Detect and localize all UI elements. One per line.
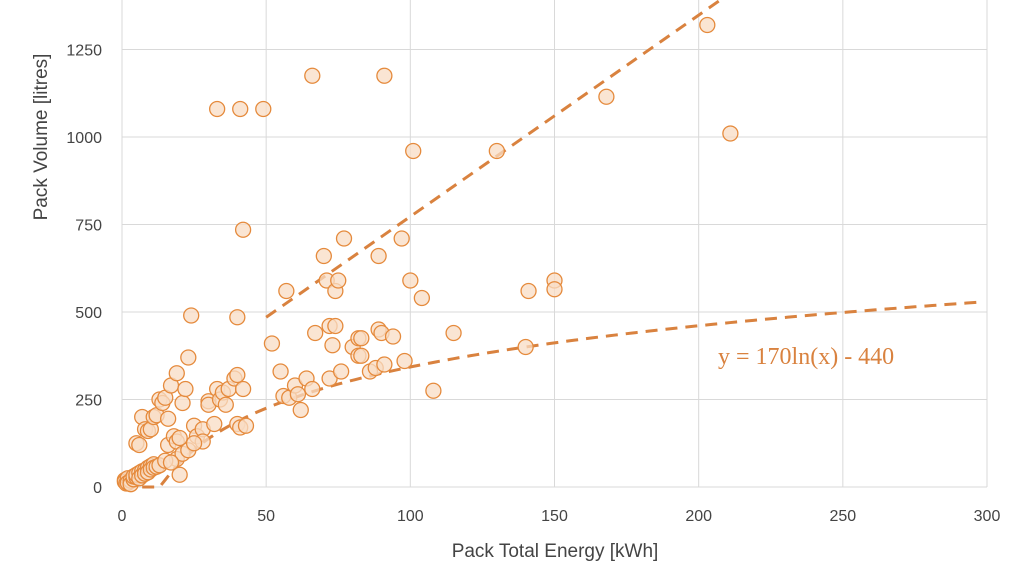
data-point — [217, 396, 234, 413]
data-point — [353, 330, 370, 347]
y-tick-1250: 1250 — [66, 43, 102, 60]
x-tick-250: 250 — [829, 508, 856, 525]
data-point — [546, 281, 563, 298]
data-point — [255, 100, 272, 118]
data-point — [370, 247, 387, 265]
data-point — [376, 356, 393, 373]
data-point — [234, 380, 252, 398]
y-tick-750: 750 — [75, 218, 102, 235]
data-point — [177, 380, 194, 398]
data-point — [168, 365, 185, 382]
data-point — [174, 394, 191, 412]
upper-trendline — [265, 0, 723, 319]
data-point — [229, 309, 246, 326]
data-point — [229, 366, 246, 384]
trendline-equation: y = 170ln(x) - 440 — [718, 344, 894, 370]
gridlines — [121, 0, 988, 488]
data-point — [393, 230, 410, 247]
x-tick-100: 100 — [397, 508, 424, 525]
x-tick-0: 0 — [118, 508, 127, 525]
data-point — [699, 16, 716, 34]
data-point — [488, 142, 505, 160]
data-point — [304, 380, 321, 398]
data-point — [396, 352, 413, 370]
data-point — [206, 415, 223, 433]
data-points — [116, 16, 739, 493]
x-axis-title: Pack Total Energy [kWh] — [452, 541, 659, 562]
data-point — [315, 247, 332, 265]
data-point — [307, 324, 324, 342]
data-point — [413, 289, 431, 307]
data-point — [598, 88, 615, 105]
log-trendline — [142, 300, 985, 489]
data-point — [425, 382, 442, 399]
data-point — [232, 100, 249, 118]
data-point — [324, 337, 341, 354]
data-point — [722, 125, 739, 142]
y-tick-0: 0 — [93, 480, 102, 497]
data-point — [278, 282, 295, 300]
data-point — [183, 307, 200, 324]
data-point — [405, 142, 422, 160]
data-point — [335, 230, 353, 247]
y-tick-250: 250 — [75, 393, 102, 410]
y-tick-1000: 1000 — [66, 130, 102, 147]
data-point — [162, 454, 180, 471]
data-point — [171, 466, 188, 483]
data-point — [185, 435, 203, 452]
data-point — [304, 67, 321, 84]
data-point — [237, 417, 255, 434]
trendlines — [142, 0, 985, 489]
data-point — [376, 67, 393, 84]
data-point — [402, 272, 419, 289]
data-point — [289, 386, 307, 403]
data-point — [208, 100, 226, 118]
y-axis-title: Pack Volume [litres] — [31, 54, 52, 221]
data-point — [159, 410, 177, 427]
data-point — [520, 282, 537, 300]
x-tick-150: 150 — [541, 508, 568, 525]
x-tick-50: 50 — [257, 508, 275, 525]
data-point — [234, 221, 252, 238]
data-point — [272, 363, 289, 380]
data-point — [292, 401, 309, 419]
x-tick-200: 200 — [685, 508, 712, 525]
x-tick-labels: 0 50 100 150 200 250 300 — [118, 508, 1001, 525]
data-point — [332, 363, 350, 380]
y-tick-labels: 0 250 500 750 1000 1250 — [66, 43, 102, 498]
data-point — [330, 272, 347, 289]
data-point — [353, 347, 370, 364]
data-point — [445, 324, 462, 342]
data-point — [131, 436, 148, 454]
data-point — [384, 328, 402, 345]
data-point — [263, 335, 281, 352]
x-tick-300: 300 — [974, 508, 1001, 525]
data-point — [171, 429, 188, 447]
y-tick-500: 500 — [75, 305, 102, 322]
data-point — [327, 317, 344, 335]
data-point — [180, 349, 197, 366]
data-point — [517, 338, 534, 356]
